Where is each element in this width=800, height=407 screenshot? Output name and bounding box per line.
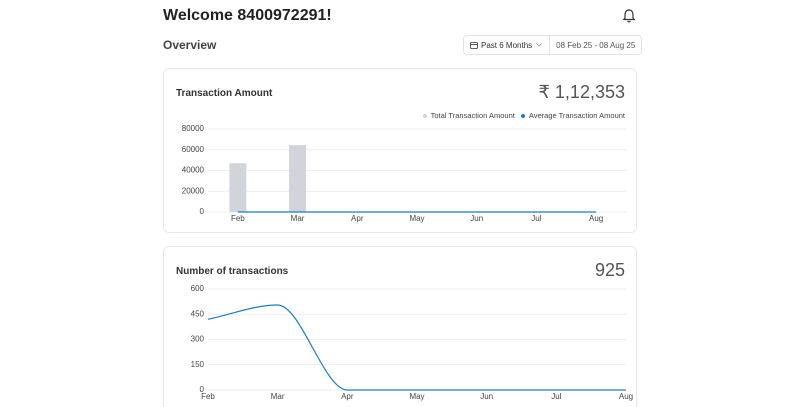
- x-tick-label: Mar: [291, 214, 305, 223]
- calendar-icon: [470, 42, 478, 49]
- legend-label: Total Transaction Amount: [430, 111, 515, 120]
- legend-dot: [422, 114, 427, 119]
- x-tick-label: May: [409, 392, 424, 401]
- y-tick-label: 80000: [182, 124, 205, 133]
- card-title: Transaction Amount: [176, 88, 273, 99]
- y-tick-label: 450: [191, 309, 205, 318]
- notification-bell[interactable]: [622, 8, 636, 24]
- chart: 0 150 300 450 600 Feb Mar Apr May Jun Jul Aug: [191, 284, 633, 401]
- amount-card: Transaction Amount ₹ 1,12,353 Total Tran…: [163, 68, 637, 233]
- y-tick-label: 0: [200, 385, 205, 394]
- y-tick-label: 300: [191, 335, 205, 344]
- x-tick-label: Feb: [201, 392, 215, 401]
- legend-label: Average Transaction Amount: [528, 111, 625, 120]
- y-tick-label: 150: [191, 360, 205, 369]
- chevron: [536, 43, 542, 47]
- period-select[interactable]: Past 6 Months: [464, 36, 549, 54]
- y-tick-label: 0: [200, 207, 205, 216]
- chart: 0 20000 40000 60000 80000 Feb Mar Apr May Jun Jul A…: [182, 124, 626, 223]
- x-tick-label: May: [409, 214, 424, 223]
- legend-dot: [520, 114, 525, 119]
- y-tick-label: 60000: [182, 145, 205, 154]
- y-tick-label: 40000: [182, 166, 205, 175]
- card-total: ₹ 1,12,353: [538, 82, 625, 102]
- bar: [289, 145, 307, 212]
- legend-item: Average Transaction Amount: [520, 111, 625, 120]
- welcome-title: Welcome 8400972291!: [163, 7, 332, 24]
- x-tick-label: Aug: [589, 214, 603, 223]
- count-card: Number of transactions 925 0 150 300 450 600…: [163, 246, 637, 407]
- y-tick-label: 20000: [182, 186, 205, 195]
- x-tick-label: Jun: [470, 214, 483, 223]
- legend: Total Transaction Amount Average Transact…: [422, 111, 625, 120]
- overview-label: Overview: [163, 38, 217, 52]
- date-filter[interactable]: Past 6 Months 08 Feb 25 - 08 Aug 25: [463, 35, 643, 55]
- x-tick-label: Jun: [480, 392, 493, 401]
- y-tick-label: 600: [191, 284, 205, 293]
- x-tick-label: Mar: [271, 392, 285, 401]
- x-tick-label: Apr: [351, 214, 364, 223]
- line: [207, 304, 626, 391]
- x-tick-label: Jul: [551, 392, 561, 401]
- legend-item: Total Transaction Amount: [422, 111, 515, 120]
- date-range: 08 Feb 25 - 08 Aug 25: [549, 36, 641, 54]
- bar: [229, 163, 247, 212]
- x-tick-label: Jul: [531, 214, 541, 223]
- period-text: Past 6 Months: [481, 40, 533, 50]
- card-title: Number of transactions: [176, 266, 289, 277]
- card-total: 925: [594, 260, 625, 280]
- x-tick-label: Feb: [231, 214, 245, 223]
- x-tick-label: Aug: [619, 392, 633, 401]
- x-tick-label: Apr: [341, 392, 354, 401]
